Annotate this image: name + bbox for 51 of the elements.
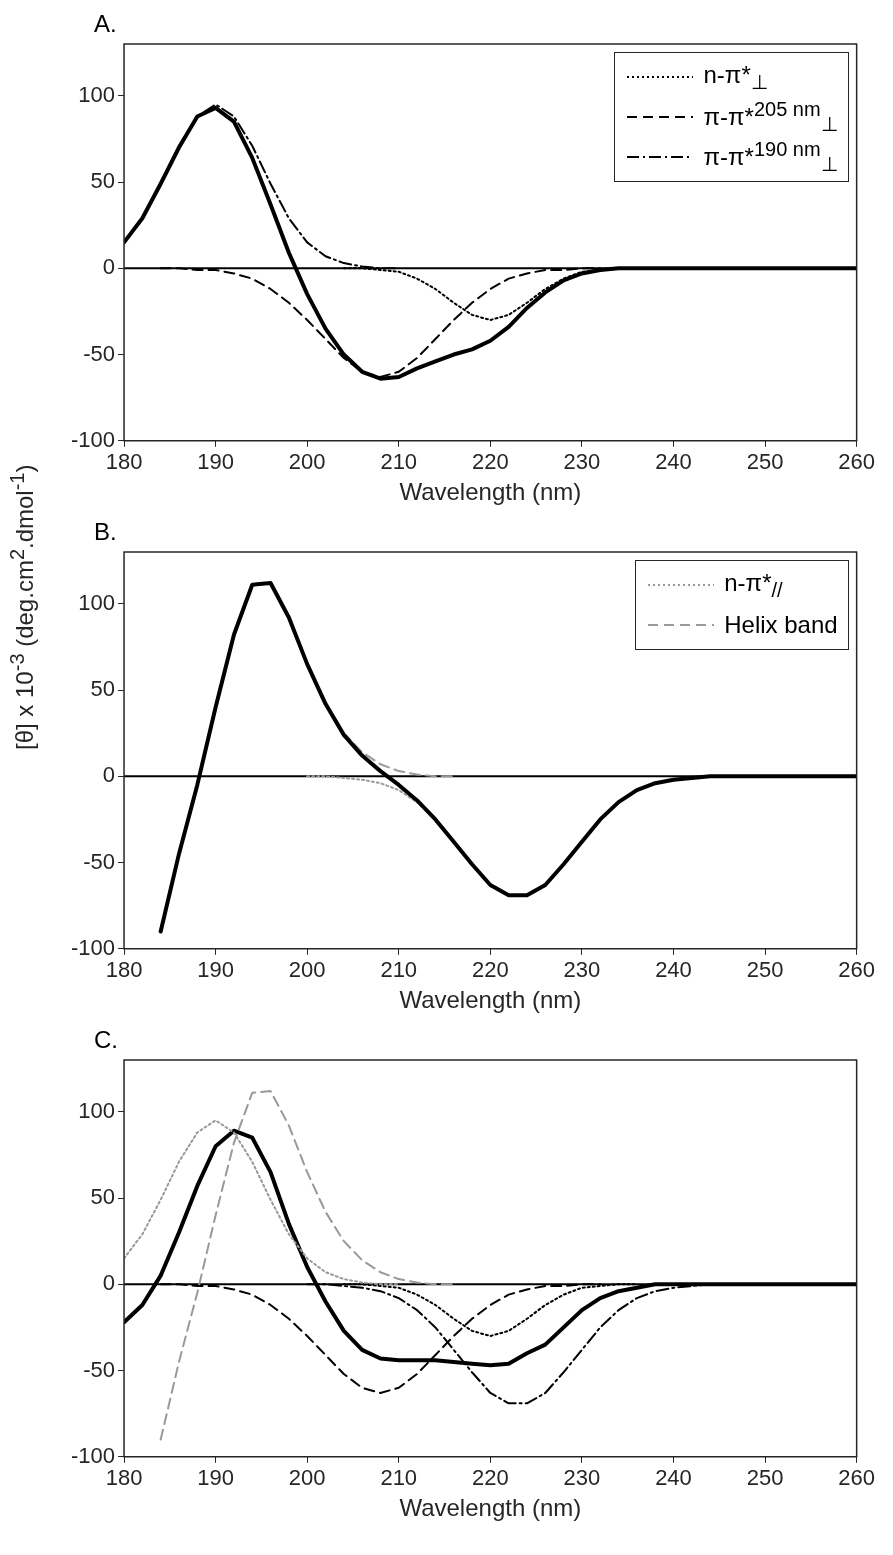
y-tick-label: 100 <box>78 1097 116 1123</box>
chart-title: B. <box>94 518 117 546</box>
y-tick-label: 50 <box>90 1184 116 1210</box>
x-tick-label: 190 <box>197 1465 234 1491</box>
x-tick-label: 240 <box>655 1465 692 1491</box>
x-tick-label: 180 <box>105 449 143 475</box>
x-tick-label: 250 <box>746 449 784 475</box>
x-tick-label: 230 <box>563 449 601 475</box>
x-tick-label: 200 <box>288 957 326 983</box>
y-tick-label: -100 <box>70 934 116 960</box>
legend-label: n-π*$_{⊥}$ <box>703 60 768 94</box>
x-tick-label: 180 <box>105 957 143 983</box>
chart-title: C. <box>94 1026 119 1054</box>
y-tick-label: -100 <box>70 1442 116 1468</box>
y-tick-label: 0 <box>102 254 116 280</box>
y-tick-label: 50 <box>90 676 116 702</box>
x-tick-label: 190 <box>197 449 234 475</box>
x-tick-label: 210 <box>380 1465 418 1491</box>
x-tick-label: 230 <box>563 1465 601 1491</box>
y-tick-label: -50 <box>83 1356 116 1382</box>
legend-label: Helix band <box>724 611 838 639</box>
x-tick-label: 180 <box>105 1465 143 1491</box>
x-axis-title: Wavelength (nm) <box>399 986 582 1014</box>
x-tick-label: 220 <box>471 1465 509 1491</box>
x-tick-label: 260 <box>838 1465 876 1491</box>
x-tick-label: 210 <box>380 957 418 983</box>
y-tick-label: 0 <box>102 1270 116 1296</box>
x-tick-label: 240 <box>655 957 692 983</box>
y-tick-label: 0 <box>102 762 116 788</box>
x-axis-title: Wavelength (nm) <box>399 1494 582 1522</box>
x-tick-label: 190 <box>197 957 234 983</box>
x-tick-label: 230 <box>563 957 601 983</box>
y-tick-label: -50 <box>83 848 116 874</box>
x-tick-label: 200 <box>288 1465 326 1491</box>
x-tick-label: 220 <box>471 449 509 475</box>
x-axis-title: Wavelength (nm) <box>399 478 582 506</box>
x-tick-label: 250 <box>746 957 784 983</box>
x-tick-label: 200 <box>288 449 326 475</box>
y-tick-label: 100 <box>78 81 116 107</box>
legend-label: n-π*$_{//}$ <box>724 568 783 602</box>
x-tick-label: 260 <box>838 957 876 983</box>
x-tick-label: 250 <box>746 1465 784 1491</box>
x-tick-label: 240 <box>655 449 692 475</box>
y-tick-label: 50 <box>90 168 116 194</box>
y-tick-label: -100 <box>70 426 116 452</box>
x-tick-label: 220 <box>471 957 509 983</box>
y-tick-label: 100 <box>78 589 116 615</box>
y-tick-label: -50 <box>83 340 116 366</box>
x-tick-label: 260 <box>838 449 876 475</box>
x-tick-label: 210 <box>380 449 418 475</box>
chart-title: A. <box>94 10 117 38</box>
